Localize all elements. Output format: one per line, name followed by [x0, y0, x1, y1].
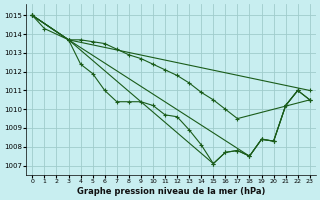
X-axis label: Graphe pression niveau de la mer (hPa): Graphe pression niveau de la mer (hPa) — [77, 187, 265, 196]
